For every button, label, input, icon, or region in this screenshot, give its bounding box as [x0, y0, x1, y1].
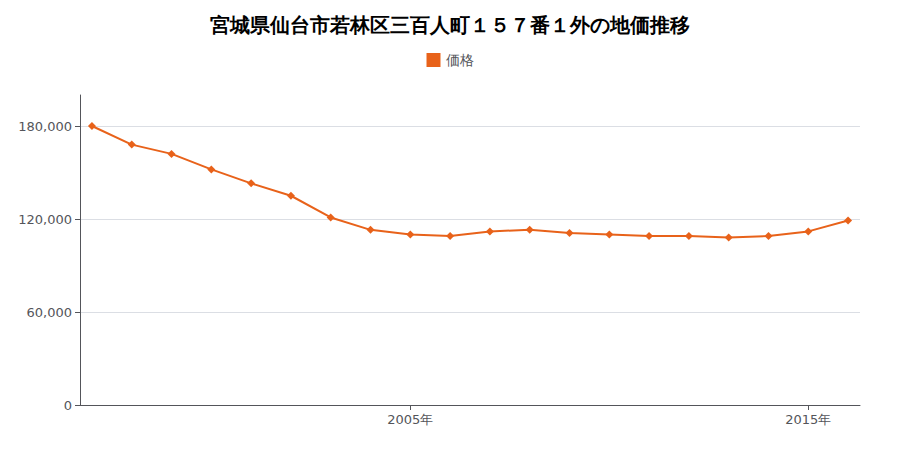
- svg-text:2015年: 2015年: [785, 412, 831, 427]
- svg-text:180,000: 180,000: [18, 119, 72, 134]
- svg-text:宮城県仙台市若林区三百人町１５７番１外の地価推移: 宮城県仙台市若林区三百人町１５７番１外の地価推移: [210, 13, 690, 37]
- svg-text:2005年: 2005年: [387, 412, 433, 427]
- svg-text:0: 0: [64, 398, 72, 413]
- svg-text:120,000: 120,000: [18, 212, 72, 227]
- svg-text:60,000: 60,000: [27, 305, 73, 320]
- svg-text:価格: 価格: [446, 52, 474, 68]
